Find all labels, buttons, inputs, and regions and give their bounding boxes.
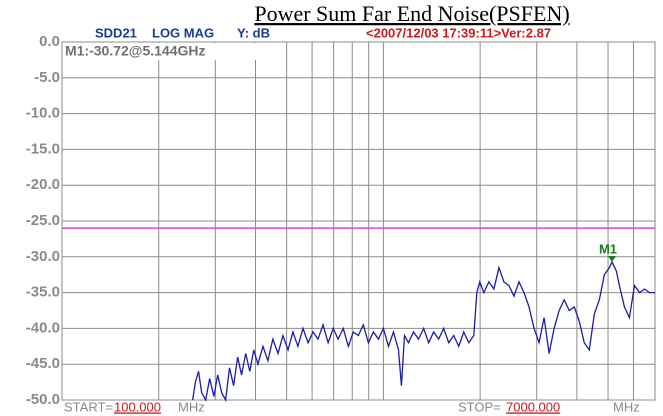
stop-label: STOP= [458,399,501,414]
start-unit: MHz [178,399,205,414]
start-label: START= [64,399,113,414]
start-value: 100.000 [114,399,161,414]
y-tick-label: -10.0 [26,105,60,122]
y-tick-label: -45.0 [26,355,60,372]
y-tick-label: -15.0 [26,140,60,157]
parameter: SDD21 [95,25,137,40]
stop-unit: MHz [613,399,640,414]
timestamp: <2007/12/03 17:39:11>Ver:2.87 [366,25,551,40]
chart-title: Power Sum Far End Noise(PSFEN) [254,1,569,26]
marker-label: M1 [599,241,617,256]
plot-area: M1 M1:-30.72@5.144GHz [62,41,655,403]
marker-readout: M1:-30.72@5.144GHz [65,43,206,59]
y-tick-label: -35.0 [26,284,60,301]
y-tick-label: 0.0 [39,33,60,50]
y-unit: Y: dB [237,25,270,40]
y-tick-label: -25.0 [26,212,60,229]
marker-point [607,255,616,262]
trace-line [192,260,655,403]
y-tick-label: -5.0 [34,69,60,86]
format: LOG MAG [152,25,214,40]
y-tick-label: -50.0 [26,391,60,408]
stop-value: 7000.000 [506,399,560,414]
readout-box [63,43,268,60]
y-tick-label: -30.0 [26,248,60,265]
y-tick-label: -40.0 [26,319,60,336]
y-tick-label: -20.0 [26,176,60,193]
